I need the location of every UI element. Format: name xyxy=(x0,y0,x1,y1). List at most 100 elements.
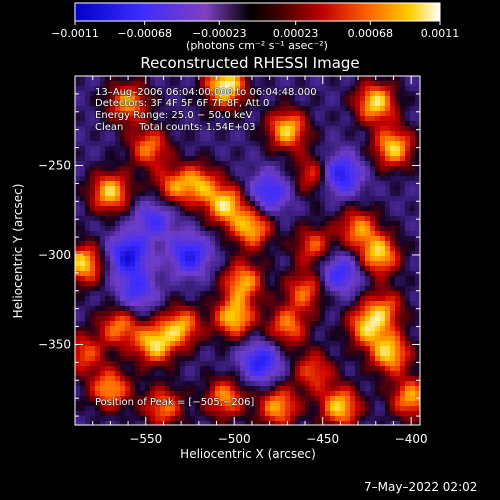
heatmap-cell xyxy=(95,391,100,396)
heatmap-cell xyxy=(95,346,100,351)
heatmap-cell xyxy=(380,126,385,131)
heatmap-cell xyxy=(190,351,195,356)
heatmap-cell xyxy=(285,381,290,386)
heatmap-cell xyxy=(280,316,285,321)
heatmap-cell xyxy=(355,361,360,366)
heatmap-cell xyxy=(275,116,280,121)
heatmap-cell xyxy=(305,111,310,116)
heatmap-cell xyxy=(300,81,305,86)
heatmap-cell xyxy=(85,326,90,331)
heatmap-cell xyxy=(120,266,125,271)
heatmap-cell xyxy=(320,371,325,376)
heatmap-cell xyxy=(315,306,320,311)
heatmap-cell xyxy=(405,116,410,121)
heatmap-cell xyxy=(385,131,390,136)
heatmap-cell xyxy=(270,81,275,86)
heatmap-cell xyxy=(120,241,125,246)
heatmap-cell xyxy=(145,276,150,281)
heatmap-cell xyxy=(325,131,330,136)
heatmap-cell xyxy=(200,141,205,146)
heatmap-cell xyxy=(245,421,250,425)
heatmap-cell xyxy=(160,181,165,186)
heatmap-cell xyxy=(410,101,415,106)
heatmap-cell xyxy=(105,376,110,381)
heatmap-cell xyxy=(130,201,135,206)
heatmap-cell xyxy=(275,166,280,171)
heatmap-cell xyxy=(135,261,140,266)
heatmap-cell xyxy=(325,156,330,161)
heatmap-cell xyxy=(245,361,250,366)
heatmap-cell xyxy=(160,276,165,281)
heatmap-cell xyxy=(300,341,305,346)
heatmap-cell xyxy=(340,331,345,336)
heatmap-cell xyxy=(320,96,325,101)
heatmap-cell xyxy=(370,366,375,371)
heatmap-cell xyxy=(255,286,260,291)
heatmap-cell xyxy=(110,381,115,386)
heatmap-cell xyxy=(270,156,275,161)
heatmap-cell xyxy=(295,326,300,331)
heatmap-cell xyxy=(105,356,110,361)
heatmap-cell xyxy=(315,346,320,351)
heatmap-cell xyxy=(320,116,325,121)
heatmap-cell xyxy=(365,341,370,346)
heatmap-cell xyxy=(295,131,300,136)
heatmap-cell xyxy=(250,376,255,381)
heatmap-cell xyxy=(355,291,360,296)
heatmap-cell xyxy=(315,91,320,96)
heatmap-cell xyxy=(180,416,185,421)
heatmap-cell xyxy=(195,266,200,271)
heatmap-cell xyxy=(225,421,230,425)
heatmap-cell xyxy=(195,276,200,281)
heatmap-cell xyxy=(395,321,400,326)
heatmap-cell xyxy=(415,296,420,301)
heatmap-cell xyxy=(375,341,380,346)
heatmap-cell xyxy=(165,281,170,286)
heatmap-cell xyxy=(190,91,195,96)
heatmap-cell xyxy=(120,221,125,226)
heatmap-cell xyxy=(360,131,365,136)
heatmap-cell xyxy=(220,416,225,421)
heatmap-cell xyxy=(400,256,405,261)
heatmap-cell xyxy=(250,411,255,416)
heatmap-cell xyxy=(110,141,115,146)
heatmap-cell xyxy=(180,76,185,81)
heatmap-cell xyxy=(295,126,300,131)
heatmap-cell xyxy=(260,406,265,411)
heatmap-cell xyxy=(120,281,125,286)
heatmap-cell xyxy=(390,211,395,216)
heatmap-cell xyxy=(130,96,135,101)
heatmap-cell xyxy=(280,306,285,311)
heatmap-cell xyxy=(295,111,300,116)
heatmap-cell xyxy=(85,81,90,86)
heatmap-cell xyxy=(230,406,235,411)
heatmap-cell xyxy=(80,166,85,171)
heatmap-cell xyxy=(365,161,370,166)
heatmap-cell xyxy=(160,256,165,261)
heatmap-cell xyxy=(410,161,415,166)
heatmap-cell xyxy=(365,366,370,371)
heatmap-cell xyxy=(270,86,275,91)
heatmap-cell xyxy=(315,411,320,416)
heatmap-cell xyxy=(410,271,415,276)
heatmap-cell xyxy=(140,91,145,96)
heatmap-cell xyxy=(285,386,290,391)
heatmap-cell xyxy=(345,381,350,386)
heatmap-cell xyxy=(280,241,285,246)
heatmap-cell xyxy=(380,321,385,326)
heatmap-cell xyxy=(135,141,140,146)
heatmap-cell xyxy=(165,361,170,366)
heatmap-cell xyxy=(160,86,165,91)
heatmap-cell xyxy=(325,116,330,121)
heatmap-cell xyxy=(215,346,220,351)
heatmap-cell xyxy=(390,176,395,181)
heatmap-cell xyxy=(355,76,360,81)
heatmap-cell xyxy=(80,101,85,106)
heatmap-cell xyxy=(320,251,325,256)
heatmap-cell xyxy=(215,216,220,221)
heatmap-cell xyxy=(415,281,420,286)
heatmap-cell xyxy=(330,286,335,291)
heatmap-cell xyxy=(180,146,185,151)
heatmap-cell xyxy=(245,346,250,351)
heatmap-cell xyxy=(265,326,270,331)
